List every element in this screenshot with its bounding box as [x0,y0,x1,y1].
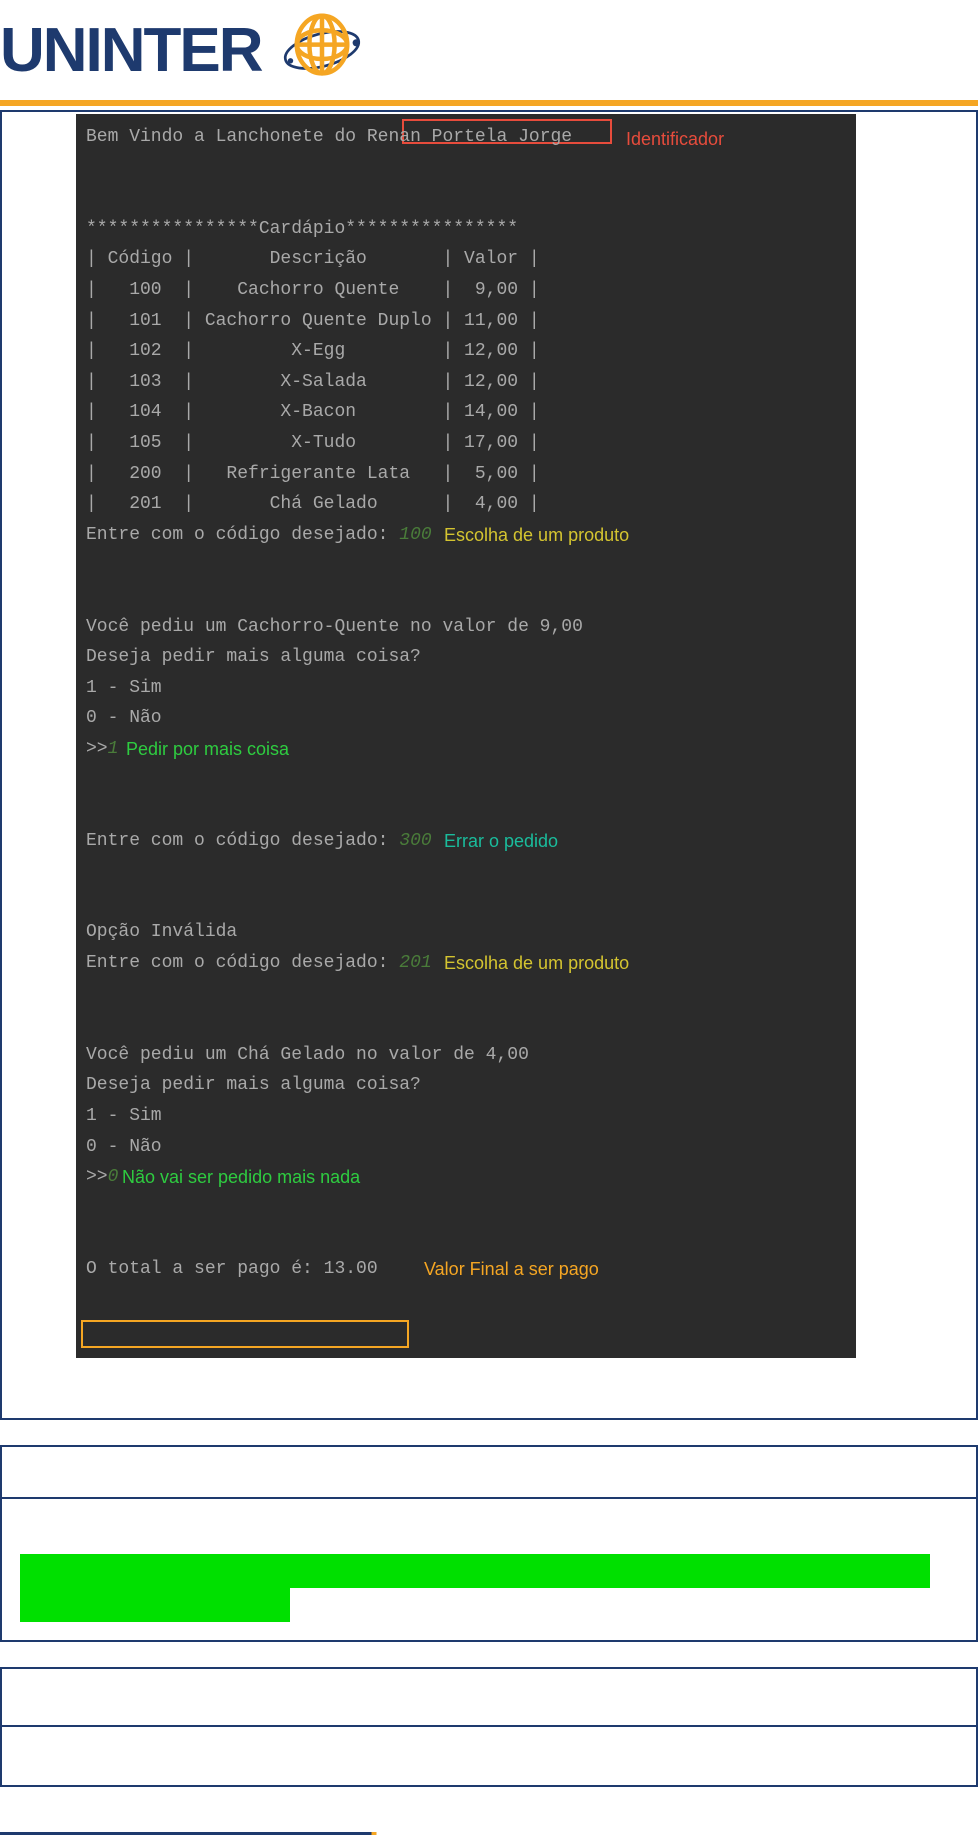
opt-yes: 1 - Sim [86,673,846,704]
small-table [0,1667,978,1787]
highlight-bar-2 [20,1588,290,1622]
prompt-text: Entre com o código desejado: [86,953,399,973]
table-row [0,1727,978,1787]
table-header: | Código | Descrição | Valor | [86,244,846,275]
anno-errar: Errar o pedido [444,826,558,857]
menu-row: | 105 | X-Tudo | 17,00 | [86,428,846,459]
user-input: 201 [399,953,431,973]
user-input: 300 [399,831,431,851]
prompt-more: >>1 Pedir por mais coisa [86,734,846,826]
opt-no: 0 - Não [86,1132,846,1163]
section-content-row [0,1497,978,1642]
highlight-section [0,1445,978,1642]
menu-row: | 201 | Chá Gelado | 4,00 | [86,489,846,520]
menu-row: | 103 | X-Salada | 12,00 | [86,367,846,398]
menu-row: | 101 | Cachorro Quente Duplo | 11,00 | [86,306,846,337]
menu-header: ****************Cardápio**************** [86,214,846,245]
order-line: Você pediu um Cachorro-Quente no valor d… [86,612,846,643]
ask-more: Deseja pedir mais alguma coisa? [86,642,846,673]
prompt-line: Entre com o código desejado: 100 Escolha… [86,520,846,612]
section-header-row [0,1445,978,1497]
globe-icon [277,5,367,95]
anno-nao-mais: Não vai ser pedido mais nada [122,1162,360,1193]
anno-escolha2: Escolha de um produto [444,948,629,979]
anno-identificador: Identificador [626,124,724,155]
footer-divider [0,1832,978,1835]
anno-valor-final: Valor Final a ser pago [424,1254,599,1285]
total-line: O total a ser pago é: 13.00 Valor Final … [86,1254,846,1346]
highlight-bar-1 [20,1554,930,1588]
user-input: 1 [108,739,119,759]
user-input: 0 [108,1167,119,1187]
welcome-line: Bem Vindo a Lanchonete do Renan Portela … [86,122,846,214]
menu-row: | 104 | X-Bacon | 14,00 | [86,397,846,428]
prompt-arrows: >> [86,739,108,759]
terminal-section: Bem Vindo a Lanchonete do Renan Portela … [0,110,978,1420]
anno-escolha: Escolha de um produto [444,520,629,551]
terminal-output: Bem Vindo a Lanchonete do Renan Portela … [76,114,856,1358]
page-header: UNINTER [0,0,978,100]
welcome-prefix: Bem Vindo a Lanchonete do [86,127,367,147]
opt-no: 0 - Não [86,703,846,734]
invalid-line: Opção Inválida [86,917,846,948]
user-input: 100 [399,525,431,545]
logo-text: UNINTER [0,15,262,86]
prompt-arrows: >> [86,1167,108,1187]
prompt-text: Entre com o código desejado: [86,525,399,545]
opt-yes: 1 - Sim [86,1101,846,1132]
menu-row: | 200 | Refrigerante Lata | 5,00 | [86,459,846,490]
anno-pedir-mais: Pedir por mais coisa [126,734,289,765]
menu-row: | 100 | Cachorro Quente | 9,00 | [86,275,846,306]
order-line: Você pediu um Chá Gelado no valor de 4,0… [86,1040,846,1071]
header-divider [0,100,978,106]
prompt-line: Entre com o código desejado: 300 Errar o… [86,826,846,918]
prompt-line: Entre com o código desejado: 201 Escolha… [86,948,846,1040]
menu-row: | 102 | X-Egg | 12,00 | [86,336,846,367]
prompt-text: Entre com o código desejado: [86,831,399,851]
table-row [0,1667,978,1727]
total-text: O total a ser pago é: 13.00 [86,1259,378,1279]
welcome-name: Renan Portela Jorge [367,127,572,147]
prompt-more: >>0 Não vai ser pedido mais nada [86,1162,846,1254]
ask-more: Deseja pedir mais alguma coisa? [86,1070,846,1101]
